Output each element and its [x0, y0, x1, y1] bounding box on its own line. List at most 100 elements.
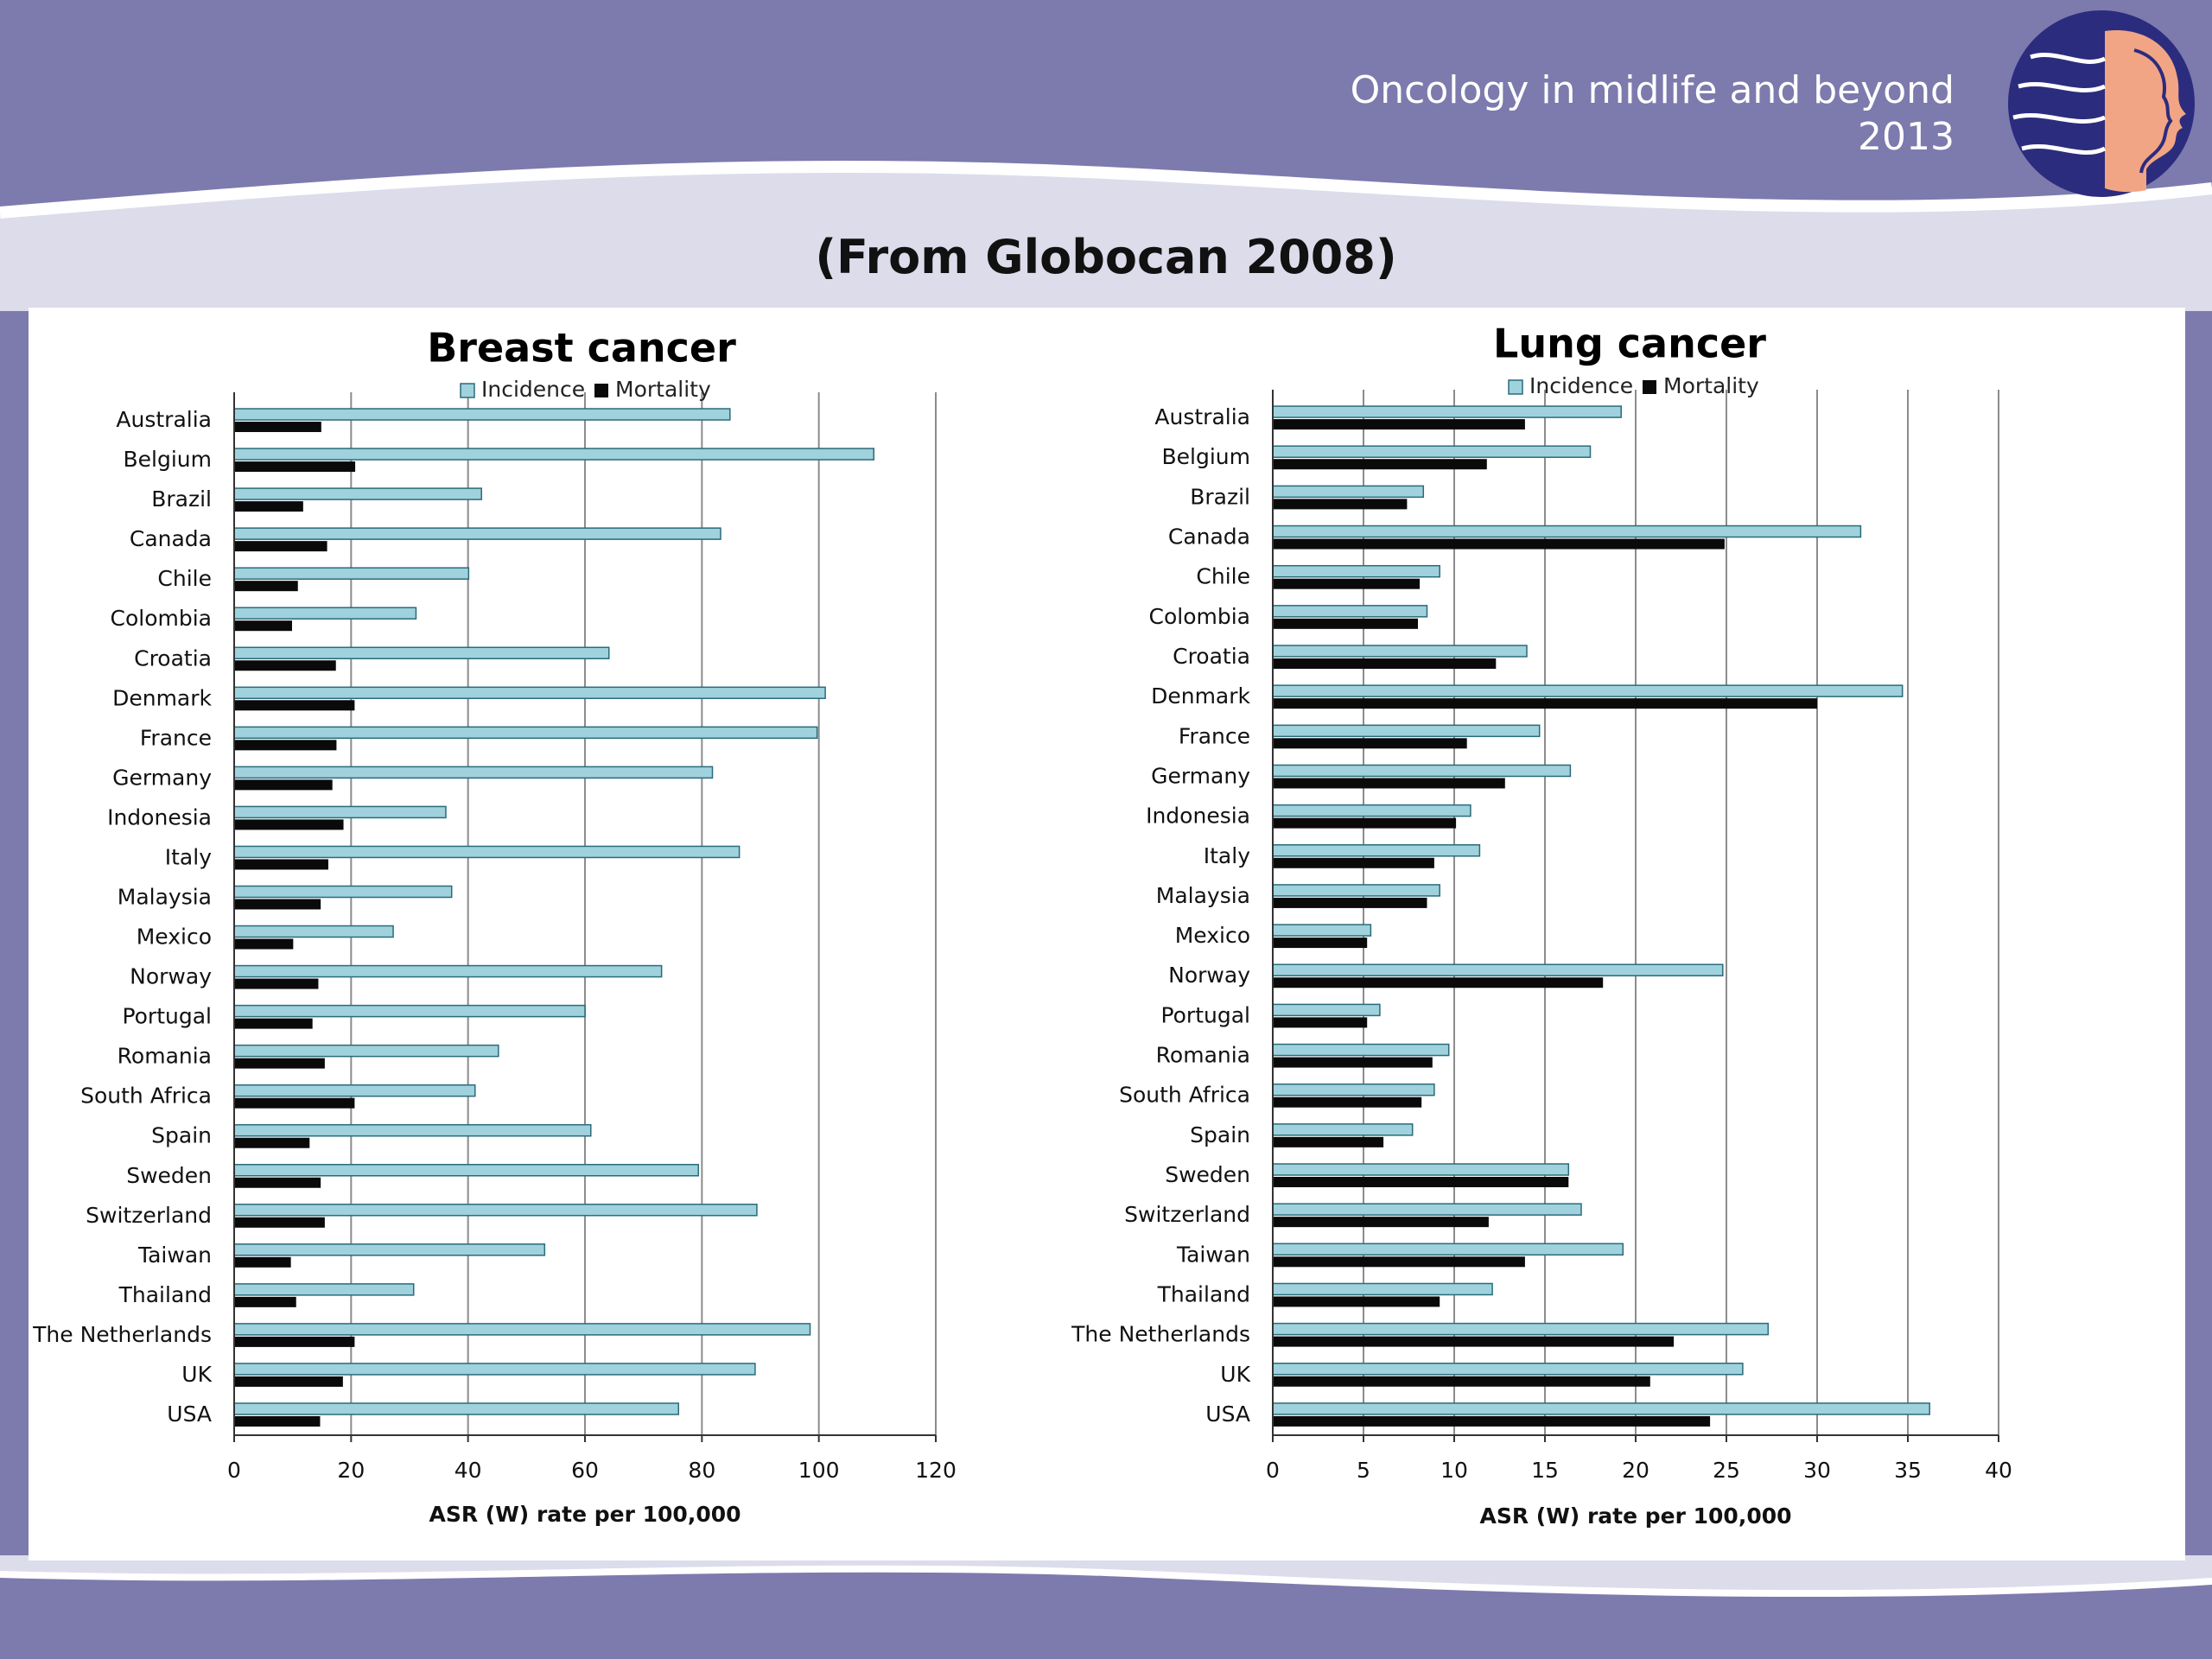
bar-incidence: [233, 766, 714, 779]
header-title-line2: 2013: [1858, 115, 1955, 159]
bar-incidence: [1272, 445, 1592, 458]
bar-incidence: [233, 408, 731, 421]
bar-incidence: [233, 1323, 811, 1336]
category-label: Thailand: [1157, 1281, 1250, 1306]
bar-mortality: [234, 819, 344, 830]
category-label: Australia: [1154, 404, 1250, 429]
bar-incidence: [233, 646, 610, 659]
bar-incidence: [233, 1123, 592, 1137]
category-label: Canada: [1168, 524, 1250, 550]
category-label: Taiwan: [1176, 1242, 1250, 1267]
category-label: The Netherlands: [1071, 1322, 1250, 1347]
bar-incidence: [233, 805, 447, 819]
bar-mortality: [1273, 698, 1817, 709]
bar-incidence: [1272, 605, 1428, 618]
bar-mortality: [1273, 1415, 1711, 1427]
x-tick-label: 120: [915, 1458, 957, 1483]
bar-incidence: [233, 487, 482, 500]
bar-incidence: [1272, 924, 1372, 937]
bar-incidence: [1272, 884, 1440, 897]
bar-incidence: [233, 527, 721, 540]
bar-incidence: [1272, 684, 1904, 697]
category-label: Sweden: [126, 1163, 212, 1188]
bar-mortality: [1273, 1136, 1384, 1147]
category-label: The Netherlands: [32, 1322, 212, 1347]
bar-incidence: [233, 686, 826, 700]
bar-incidence: [233, 1283, 415, 1296]
x-tick-label: 20: [337, 1458, 365, 1483]
x-tick-label: 0: [1266, 1458, 1280, 1483]
bar-incidence: [1272, 844, 1481, 857]
bar-incidence: [233, 925, 394, 938]
bar-mortality: [1273, 1057, 1433, 1068]
bar-incidence: [233, 607, 417, 620]
category-label: Italy: [165, 844, 212, 869]
bar-mortality: [234, 660, 336, 671]
category-label: Colombia: [1149, 604, 1250, 629]
category-label: Romania: [118, 1044, 212, 1069]
chart-lung-cancer: Lung cancer Incidence Mortality Australia Be…: [1071, 321, 2012, 1529]
bar-mortality: [234, 1376, 343, 1387]
category-label: Romania: [1156, 1043, 1250, 1068]
bar-incidence: [233, 1044, 499, 1058]
legend-swatch-mortality: [594, 384, 608, 397]
category-label: Portugal: [122, 1004, 212, 1029]
bar-incidence: [233, 1243, 546, 1256]
chart-title: Lung cancer: [1493, 321, 1766, 367]
bar-mortality: [234, 1296, 296, 1307]
charts-canvas: Breast cancer Incidence Mortality Australia…: [32, 321, 2012, 1529]
x-tick-label: 5: [1357, 1458, 1370, 1483]
bar-mortality: [234, 501, 303, 512]
x-tick-label: 30: [1803, 1458, 1831, 1483]
header-title: Oncology in midlife and beyond 2013: [1351, 67, 1955, 161]
bar-mortality: [1273, 618, 1418, 629]
legend-label-mortality: Mortality: [1663, 373, 1759, 398]
bar-mortality: [1273, 817, 1457, 829]
bar-incidence: [233, 448, 875, 461]
bar-mortality: [234, 541, 327, 552]
category-label: Belgium: [124, 447, 213, 472]
bar-mortality: [1273, 538, 1725, 550]
bar-mortality: [234, 740, 337, 751]
bar-mortality: [1273, 1217, 1489, 1228]
bar-mortality: [1273, 499, 1408, 510]
category-label: Norway: [1168, 963, 1250, 988]
category-label: Croatia: [1173, 644, 1250, 669]
legend-swatch-incidence: [460, 383, 475, 398]
category-label: Denmark: [1151, 683, 1250, 709]
bar-mortality: [234, 1415, 321, 1427]
bar-incidence: [1272, 1123, 1414, 1136]
bar-mortality: [234, 899, 321, 910]
header-title-line1: Oncology in midlife and beyond: [1350, 68, 1955, 112]
bar-incidence: [1272, 1363, 1744, 1376]
charts-panel: Breast cancer Incidence Mortality Australia…: [29, 308, 2185, 1560]
bar-incidence: [1272, 1043, 1450, 1057]
bar-mortality: [234, 978, 319, 989]
bar-incidence: [1272, 963, 1724, 976]
category-label: Belgium: [1162, 444, 1251, 469]
bar-incidence: [1272, 1402, 1930, 1415]
category-label: South Africa: [80, 1084, 212, 1109]
category-label: Sweden: [1165, 1162, 1250, 1187]
category-label: Mexico: [1175, 923, 1250, 948]
category-label: Chile: [1196, 564, 1250, 589]
x-tick-label: 40: [454, 1458, 482, 1483]
category-label: Switzerland: [1124, 1202, 1250, 1227]
bar-incidence: [233, 567, 470, 580]
x-tick-label: 10: [1440, 1458, 1468, 1483]
bar-incidence: [1272, 405, 1622, 418]
bar-incidence: [1272, 1003, 1381, 1017]
category-label: Malaysia: [1156, 883, 1250, 908]
bar-incidence: [1272, 645, 1528, 658]
bar-mortality: [234, 1097, 355, 1109]
bar-mortality: [1273, 778, 1505, 789]
category-label: Chile: [157, 566, 212, 591]
x-tick-label: 35: [1894, 1458, 1922, 1483]
slide-subtitle: (From Globocan 2008): [815, 230, 1397, 284]
chart-title: Breast cancer: [427, 325, 736, 372]
legend-label-incidence: Incidence: [481, 377, 585, 402]
bar-incidence: [1272, 804, 1471, 817]
bar-mortality: [1273, 1256, 1525, 1268]
bar-mortality: [1273, 897, 1427, 908]
